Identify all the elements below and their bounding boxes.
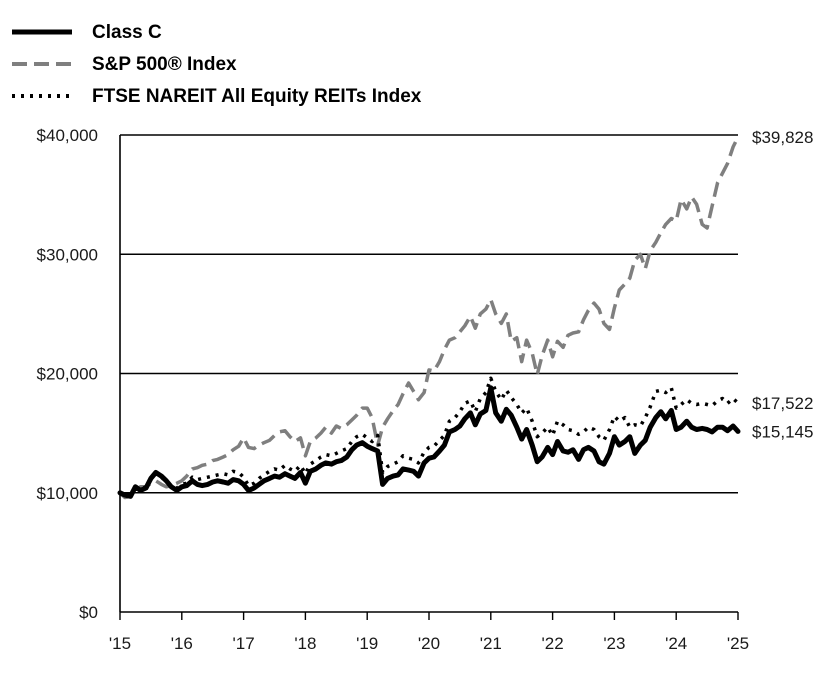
x-tick-label: '19 — [356, 634, 378, 653]
x-tick-label: '20 — [418, 634, 440, 653]
y-tick-label: $0 — [79, 603, 98, 622]
x-tick-label: '15 — [109, 634, 131, 653]
x-tick-label: '17 — [233, 634, 255, 653]
x-tick-label: '16 — [171, 634, 193, 653]
x-tick-label: '21 — [480, 634, 502, 653]
series-line-dotted — [119, 376, 740, 497]
x-tick-label: '18 — [294, 634, 316, 653]
axes — [119, 135, 739, 620]
series-line-solid — [117, 385, 741, 499]
series-line-dashed — [118, 136, 740, 500]
legend-item-reits: FTSE NAREIT All Equity REITs Index — [12, 86, 422, 107]
legend-item-class-c: Class C — [12, 22, 162, 43]
y-tick-label: $20,000 — [37, 365, 98, 384]
y-tick-label: $10,000 — [37, 484, 98, 503]
series-lines — [117, 136, 741, 500]
end-value-label: $39,828 — [752, 128, 813, 147]
y-tick-label: $40,000 — [37, 126, 98, 145]
legend-label-sp500: S&P 500® Index — [92, 54, 237, 75]
legend-item-sp500: S&P 500® Index — [12, 54, 237, 75]
x-tick-label: '22 — [542, 634, 564, 653]
legend-label-class-c: Class C — [92, 22, 162, 43]
end-value-label: $17,522 — [752, 394, 813, 413]
y-tick-label: $30,000 — [37, 245, 98, 264]
x-tick-label: '25 — [727, 634, 749, 653]
legend-label-reits: FTSE NAREIT All Equity REITs Index — [92, 86, 422, 107]
end-value-label: $15,145 — [752, 422, 813, 441]
x-tick-label: '24 — [665, 634, 687, 653]
x-tick-label: '23 — [603, 634, 625, 653]
tick-labels: $0 $10,000 $20,000 $30,000 $40,000 '15 '16 '17 '… — [37, 126, 814, 653]
chart-legend: Class C S&P 500® Index FTSE NAREIT All E… — [12, 22, 422, 107]
